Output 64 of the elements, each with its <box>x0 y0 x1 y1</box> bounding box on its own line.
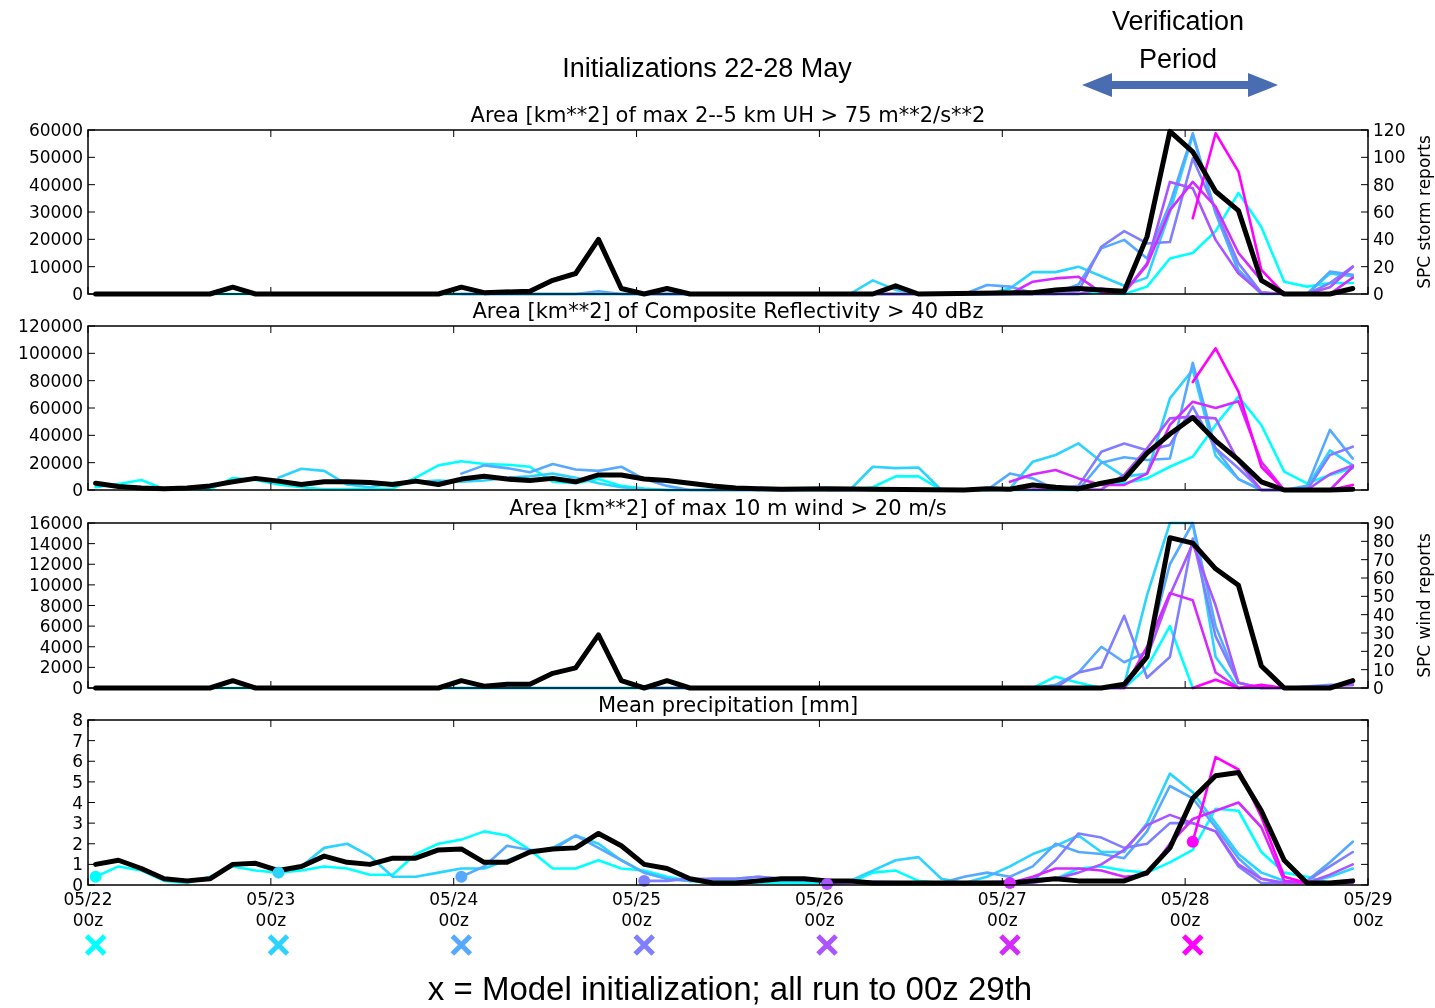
y-tick-label: 10000 <box>28 256 83 277</box>
x-tick-label: 05/24 00z <box>429 889 479 930</box>
text: x = Model initialization; all run to 00z 29th <box>427 970 1033 1007</box>
y2-tick-label: 80 <box>1373 531 1395 552</box>
y2-tick-label: 10 <box>1373 659 1395 680</box>
y2-tick-label: 0 <box>1373 678 1384 698</box>
y-tick-label: 6000 <box>39 616 83 637</box>
chart-title: Mean precipitation [mm] <box>597 693 859 717</box>
y-tick-label: 20000 <box>28 452 83 473</box>
y2-tick-label: 20 <box>1373 256 1395 277</box>
y-tick-label: 60000 <box>28 398 83 418</box>
y2-tick-label: 50 <box>1373 586 1395 607</box>
y-tick-label: 100000 <box>18 343 83 364</box>
text: Initializations 22-28 May <box>562 53 853 83</box>
y-tick-label: 80000 <box>28 370 83 391</box>
y-tick-label: 50000 <box>28 147 83 168</box>
y-tick-label: 12000 <box>28 554 83 575</box>
y2-tick-label: 60 <box>1373 568 1395 588</box>
y2-tick-label: 40 <box>1373 229 1395 250</box>
y-tick-label: 4000 <box>39 636 83 657</box>
y2-tick-label: 100 <box>1373 147 1406 168</box>
chart-title: Area [km**2] of max 2--5 km UH > 75 m**2/s**2 <box>470 103 986 127</box>
y-tick-label: 4 <box>72 792 83 813</box>
y-tick-label: 0 <box>72 480 83 500</box>
y-tick-label: 2 <box>72 833 83 854</box>
chart-title: Area [km**2] of max 10 m wind > 20 m/s <box>509 496 947 520</box>
x-tick-label: 05/23 00z <box>246 889 296 930</box>
x-tick-label: 05/25 00z <box>612 889 662 930</box>
y-tick-label: 30000 <box>28 202 83 222</box>
y-tick-label: 16000 <box>28 513 83 533</box>
x-tick-label: 05/26 00z <box>794 889 844 930</box>
y2-tick-label: 30 <box>1373 623 1395 643</box>
y2-tick-label: 90 <box>1373 513 1395 533</box>
y2-tick-label: 20 <box>1373 641 1395 662</box>
y2-axis-title: SPC wind reports <box>1414 533 1434 678</box>
y-tick-label: 0 <box>72 678 83 698</box>
y-tick-label: 7 <box>72 730 83 751</box>
y2-tick-label: 40 <box>1373 604 1395 625</box>
x-tick-label: 05/27 00z <box>977 889 1027 930</box>
x-tick-label: 05/29 00z <box>1343 889 1393 930</box>
y2-tick-label: 80 <box>1373 174 1395 195</box>
y-tick-label: 2000 <box>39 657 83 678</box>
y-tick-label: 3 <box>72 813 83 834</box>
y-tick-label: 120000 <box>18 316 83 336</box>
y-tick-label: 0 <box>72 284 83 304</box>
y2-tick-label: 60 <box>1373 202 1395 222</box>
y-tick-label: 1 <box>72 854 83 875</box>
x-tick-label: 05/28 00z <box>1160 889 1210 930</box>
text: Verification Period <box>1111 6 1245 74</box>
y2-tick-label: 70 <box>1373 549 1395 570</box>
chart-title: Area [km**2] of Composite Reflectivity > 40 dBz <box>472 299 984 323</box>
y-tick-label: 20000 <box>28 229 83 250</box>
y-tick-label: 10000 <box>28 574 83 595</box>
y-tick-label: 5 <box>72 771 83 792</box>
y-tick-label: 6 <box>72 751 83 772</box>
y-tick-label: 14000 <box>28 533 83 554</box>
y-tick-label: 8000 <box>39 595 83 616</box>
y2-tick-label: 0 <box>1373 284 1384 304</box>
y-tick-label: 40000 <box>28 174 83 195</box>
y2-axis-title: SPC storm reports <box>1414 135 1434 289</box>
y-tick-label: 60000 <box>28 120 83 140</box>
y2-tick-label: 120 <box>1373 120 1406 140</box>
y-tick-label: 8 <box>72 710 83 730</box>
y-tick-label: 40000 <box>28 425 83 446</box>
